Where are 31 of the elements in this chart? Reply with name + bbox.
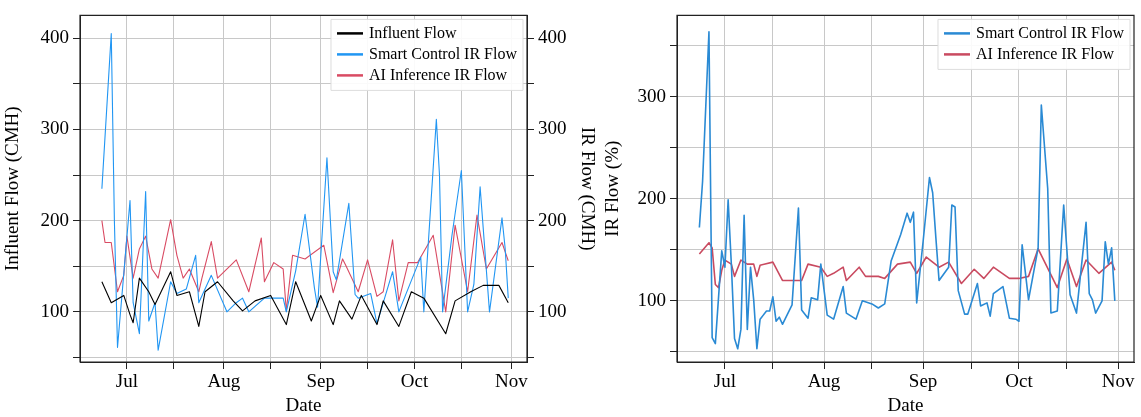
legend-label: Influent Flow — [368, 23, 457, 41]
y2-tick-label: 300 — [538, 117, 567, 139]
y-axis-title: IR Flow (%) — [601, 140, 624, 237]
y-tick-label: 200 — [40, 208, 69, 230]
y-tick-label: 100 — [40, 299, 69, 321]
y-tick-label: 100 — [637, 288, 666, 310]
x-tick-label: Nov — [495, 370, 529, 392]
y-tick-label: 300 — [40, 117, 69, 139]
y2-axis-title: IR Flow (CMH) — [576, 126, 599, 251]
x-tick-label: Sep — [306, 370, 335, 392]
x-tick-label: Oct — [1005, 370, 1034, 392]
y2-tick-label: 400 — [538, 26, 567, 48]
x-tick-label: Aug — [807, 370, 841, 392]
legend-label: AI Inference IR Flow — [368, 65, 508, 83]
x-axis-title: Date — [887, 393, 924, 415]
y-axis-title: Influent Flow (CMH) — [1, 106, 24, 272]
x-tick-label: Nov — [1101, 370, 1135, 392]
y2-tick-label: 200 — [538, 208, 567, 230]
x-tick-label: Aug — [207, 370, 241, 392]
x-tick-label: Oct — [400, 370, 429, 392]
legend-label: Smart Control IR Flow — [368, 44, 518, 62]
x-tick-label: Jul — [115, 370, 138, 392]
x-tick-label: Jul — [713, 370, 737, 392]
y-tick-label: 400 — [40, 26, 69, 48]
x-axis-title: Date — [285, 393, 322, 415]
y2-tick-label: 100 — [538, 299, 567, 321]
legend-label: AI Inference IR Flow — [975, 44, 1115, 62]
y-tick-label: 300 — [637, 84, 666, 106]
y-tick-label: 200 — [637, 186, 666, 208]
x-tick-label: Sep — [908, 370, 938, 392]
legend-label: Smart Control IR Flow — [975, 23, 1125, 41]
